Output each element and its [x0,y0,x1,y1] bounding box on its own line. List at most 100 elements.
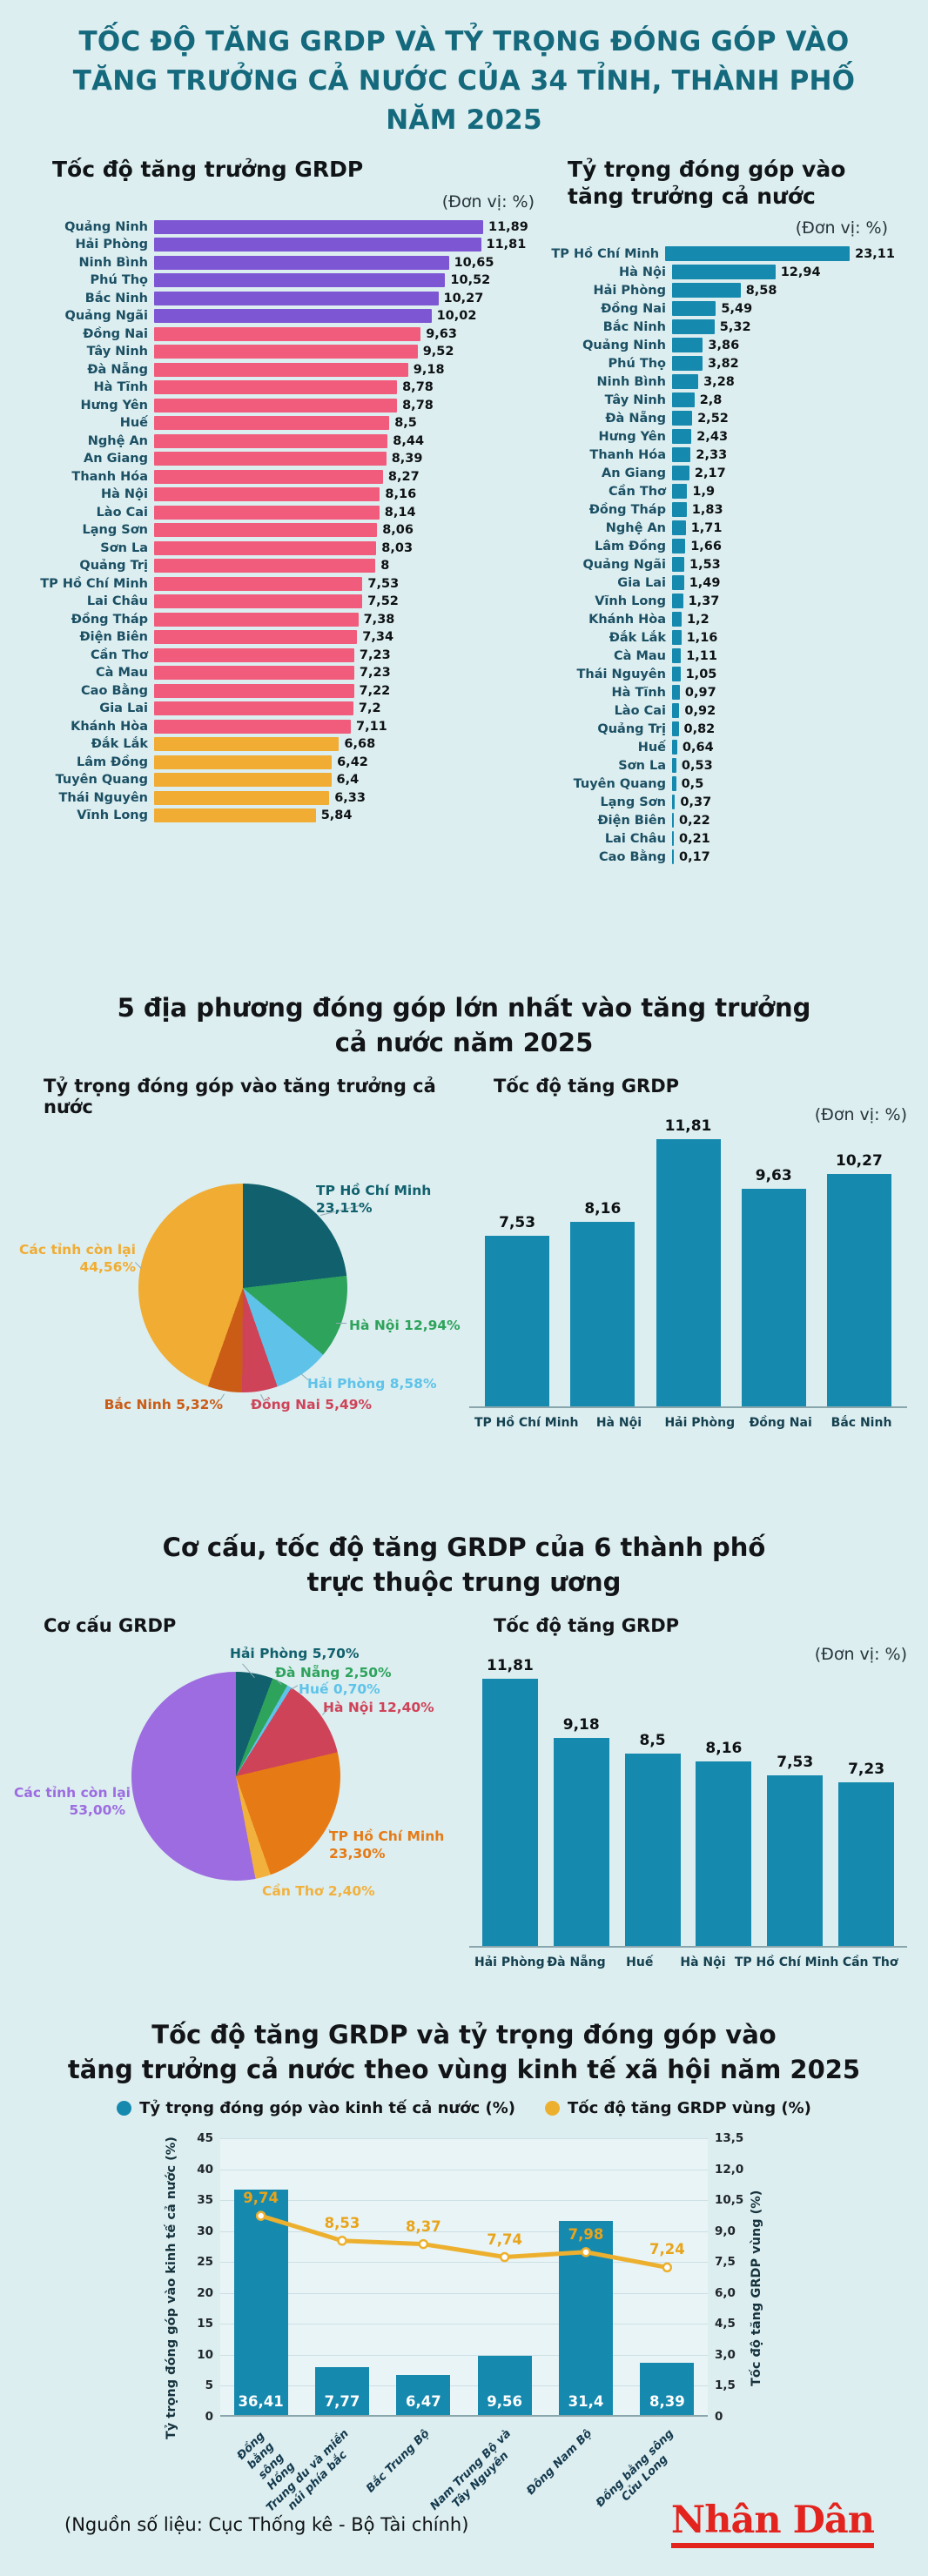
bar-segment [154,808,316,823]
province-label: TP Hồ Chí Minh [40,576,148,591]
bar-track: 8,44 [154,433,541,448]
bar-segment [154,291,439,305]
province-label: Thanh Hóa [589,447,666,462]
region-bar [233,2190,288,2416]
bar-track: 0,17 [672,849,895,864]
province-label: Huế [119,416,148,431]
hbar-row: Quảng Trị 0,82 [543,720,895,738]
section-title-line: cả nước năm 2025 [334,1028,594,1058]
six-cities-bar-panel: Tốc độ tăng GRDP (Đơn vị: %) 11,81 9,18 8,… [464,1608,914,2014]
bar-segment [672,776,676,791]
top5-contribution-pie: TP Hồ Chí Minh 23,11% Hà Nội 12,94% Hải Phò… [14,1121,464,1495]
brand-logo: Nhân Dân [670,2501,875,2548]
bar-segment [672,630,682,645]
hbar-row: Nghệ An 1,71 [543,519,895,537]
bar-track: 3,86 [672,338,895,352]
hbar-row: Lai Châu 7,52 [19,593,541,611]
hbar-row: Cần Thơ 1,9 [543,482,895,500]
bar-segment [154,701,353,716]
hbar-row: Sơn La 8,03 [19,540,541,558]
province-label: Đắk Lắk [609,630,666,645]
section-province-charts: Tốc độ tăng trưởng GRDP (Đơn vị: %) Quản… [0,148,928,975]
region-bar-value: 36,41 [238,2393,284,2411]
legend-label: Tốc độ tăng GRDP vùng (%) [567,2099,811,2118]
province-label: Khánh Hòa [71,719,148,734]
bar-segment [154,487,380,502]
hbar-row: Lâm Đồng 1,66 [543,537,895,555]
province-label: Cao Bằng [81,683,148,698]
bar-segment [672,283,741,298]
province-label: Đà Nẵng [87,362,148,377]
top5-row: Tỷ trọng đóng góp vào tăng trưởng cả nướ… [0,1060,928,1495]
vbar-category-row: Hải Phòng Đà Nẵng Huế Hà Nội TP Hồ Chí Minh C… [469,1948,907,1969]
bar-segment [672,703,680,718]
pie-slice-label: TP Hồ Chí Minh 23,30% [329,1828,468,1862]
bar-track: 23,11 [665,246,895,261]
section-title: Tốc độ tăng GRDP và tỷ trọng đóng góp và… [0,2002,928,2087]
bar-track: 9,52 [154,345,541,359]
region-bar-value: 6,47 [405,2393,441,2411]
province-label: Cần Thơ [609,484,666,499]
province-label: Sơn La [100,540,148,555]
province-label: Đắk Lắk [91,737,148,752]
hbar-row: TP Hồ Chí Minh 7,53 [19,575,541,594]
bar-value: 8,14 [384,505,416,520]
bar-segment [154,362,408,377]
combo-plot: 36,41 Đồng bằng sông Hồng 7,77 Trung du và m… [220,2138,708,2515]
pie-label-line: Hà Nội 12,94% [349,1318,461,1334]
province-label: Hà Tĩnh [93,380,148,395]
section-top5: 5 địa phương đóng góp lớn nhất vào tăng … [0,975,928,1514]
province-label: Lào Cai [96,505,148,520]
legend-item: Tỷ trọng đóng góp vào kinh tế cả nước (%… [117,2099,515,2117]
left-axis-ticks: 45 40 35 30 25 20 15 10 5 0 [178,2131,220,2424]
chart-legend: Tỷ trọng đóng góp vào kinh tế cả nước (%… [0,2099,928,2117]
bar-segment [672,575,684,590]
province-label: Gia Lai [617,575,666,590]
bar-track: 0,53 [672,758,895,773]
pie-label-line: Các tỉnh còn lại [14,1785,131,1801]
bar-track: 1,83 [672,502,895,517]
bar-value: 9,63 [426,326,457,341]
hbar-row: Đồng Nai 5,49 [543,299,895,318]
bar-track: 5,49 [672,301,895,316]
bar-segment [672,429,692,444]
region-bar [640,2363,695,2416]
hbar-row: Lạng Sơn 0,37 [543,793,895,811]
bar-track: 9,18 [154,362,541,377]
bar-track: 8,27 [154,469,541,484]
section-title: 5 địa phương đóng góp lớn nhất vào tăng … [0,975,928,1060]
bar-value: 7,11 [356,719,387,734]
pie-label-line: Bắc Ninh 5,32% [104,1397,223,1413]
pie-label-line: Hải Phòng 5,70% [230,1646,360,1662]
bar-value: 8,78 [402,380,434,395]
bar-value: 12,94 [780,265,821,279]
bar-track: 0,37 [672,795,895,809]
bar-track: 1,2 [672,612,895,627]
bar-value: 0,21 [679,831,710,846]
province-label: Phú Thọ [608,356,667,371]
hbar-row: Lâm Đồng 6,42 [19,754,541,772]
bar-value: 7,53 [367,576,400,591]
bar-segment [767,1775,824,1947]
regions-combo-chart: Tỷ trọng đóng góp vào kinh tế cả nước (%… [0,2131,928,2515]
vbar-column: 8,16 [688,1740,759,1947]
bar-segment [696,1761,752,1947]
bar-segment [154,523,378,538]
bar-value: 0,5 [681,776,704,791]
vbar-column: 9,63 [731,1167,817,1407]
hbar-row: Vĩnh Long 1,37 [543,592,895,610]
vbar-plot: 7,53 8,16 11,81 9,63 10,27 [469,1117,907,1409]
province-label: Nghệ An [605,520,666,535]
unit-label: (Đơn vị: %) [814,1645,907,1665]
bar-value: 10,65 [454,255,494,270]
province-label: Cà Mau [613,648,666,663]
six-cities-pie-panel: Cơ cấu GRDP Hải Phòng 5,70% Đà Nẵng 2,50%… [14,1608,464,2014]
bar-track: 12,94 [672,265,895,279]
hbar-row: Lạng Sơn 8,06 [19,521,541,540]
hbar-row: Tây Ninh 2,8 [543,391,895,409]
axis-tick: 12,0 [715,2162,744,2177]
bar-track: 7,23 [154,666,541,681]
gridline [220,2138,708,2140]
province-label: Đồng Nai [83,326,148,341]
province-label: Quảng Ninh [64,219,148,234]
